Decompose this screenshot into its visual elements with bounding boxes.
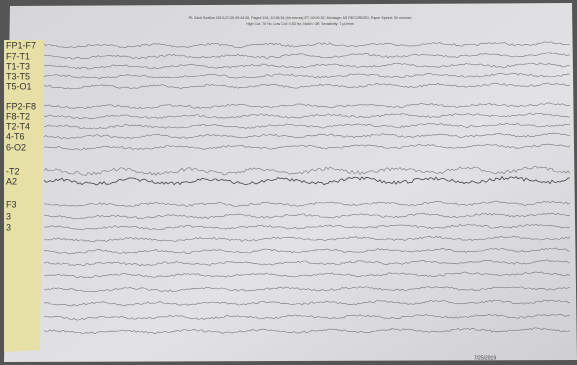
channel-label: T5-O1 — [6, 81, 32, 91]
channel-label: -T2 — [6, 166, 20, 176]
channel-label: A2 — [6, 176, 17, 186]
channel-label: 6-O2 — [6, 142, 26, 152]
header-line: Pt: Zach Scallon 2019-07-25 09:44:26, Pa… — [189, 16, 412, 20]
channel-label: T3-T5 — [6, 71, 30, 81]
channel-label: FP2-F8 — [6, 101, 36, 111]
channel-label: F8-T2 — [6, 111, 30, 121]
channel-label: F7-T1 — [6, 51, 30, 61]
photo: Pt: Zach Scallon 2019-07-25 09:44:26, Pa… — [0, 0, 577, 365]
channel-label: T1-T3 — [6, 61, 30, 71]
date: 7/25/2019 — [474, 355, 496, 361]
channel-label: FP1-F7 — [6, 40, 36, 50]
channel-label: 3 — [6, 222, 11, 232]
channel-label: 4-T6 — [6, 131, 25, 141]
channel-label: 3 — [6, 211, 11, 221]
channel-label: T2-T4 — [6, 121, 30, 131]
page: Pt: Zach Scallon 2019-07-25 09:44:26, Pa… — [0, 0, 577, 365]
channel-label: F3 — [6, 199, 17, 209]
header-line: High Cut: 70 Hz, Low Cut: 0.53 Hz, Notch… — [246, 22, 354, 26]
